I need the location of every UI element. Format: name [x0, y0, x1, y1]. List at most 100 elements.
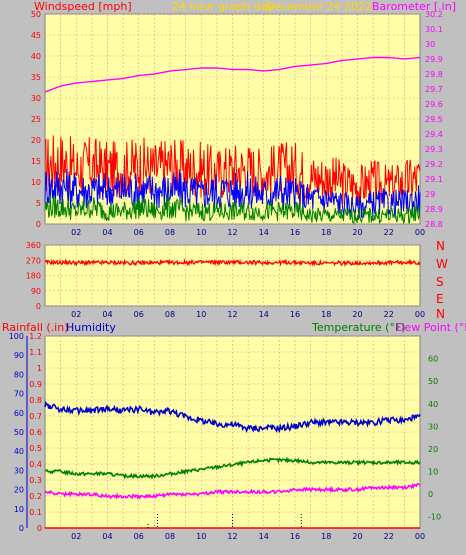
- temperature-tick-label: 20: [428, 445, 438, 454]
- x-tick-label: 16: [290, 228, 300, 237]
- x-tick-label: 10: [196, 532, 206, 541]
- x-tick-label: 00: [415, 532, 425, 541]
- rain-tick-label: 0.1: [29, 508, 42, 517]
- x-tick-label: 06: [134, 532, 144, 541]
- barometer-line: [44, 56, 421, 93]
- x-tick-label: 04: [102, 310, 112, 319]
- rain-tick-label: 1: [37, 364, 42, 373]
- humidity-tick-label: 90: [14, 351, 24, 360]
- compass-w: W: [436, 257, 448, 271]
- direction-tick-label: 90: [31, 287, 41, 296]
- x-tick-label: 22: [384, 532, 394, 541]
- temperature-axis-label: Temperature (°F): [311, 321, 406, 334]
- x-tick-label: 14: [259, 310, 269, 319]
- x-tick-label: 06: [134, 310, 144, 319]
- x-tick-label: 14: [259, 532, 269, 541]
- wind-series-line: [44, 168, 421, 219]
- compass-n-top: N: [436, 239, 445, 253]
- rain-tick-label: 0: [37, 524, 42, 533]
- barometer-axis-label: Barometer [.in]: [372, 0, 456, 13]
- humidity-tick-label: 40: [14, 447, 24, 456]
- x-tick-label: 16: [290, 532, 300, 541]
- baro-tick-label: 29: [425, 190, 435, 199]
- wind-tick-label: 20: [31, 136, 41, 145]
- wind-tick-label: 10: [31, 178, 41, 187]
- temperature-tick-label: -10: [428, 513, 441, 522]
- wind-baro-panel: 02 04 06 08 10 12 14 16 18 20 22 000510152025303540…: [31, 10, 443, 237]
- compass-labels: N W S E N: [436, 239, 448, 321]
- humidity-tick-label: 80: [14, 370, 24, 379]
- x-tick-label: 12: [227, 532, 237, 541]
- humidity-tick-label: 30: [14, 466, 24, 475]
- rain-tick-label: 1.2: [29, 332, 42, 341]
- wind-tick-label: 45: [31, 31, 41, 40]
- temperature-tick-label: 50: [428, 377, 438, 386]
- baro-tick-label: 29.4: [425, 130, 443, 139]
- humidity-line: [44, 400, 421, 434]
- x-tick-label: 22: [384, 228, 394, 237]
- x-tick-label: 02: [71, 310, 81, 319]
- x-tick-label: 22: [384, 310, 394, 319]
- graph-title: 24 hour graph day: [172, 0, 275, 13]
- humidity-tick-label: 20: [14, 486, 24, 495]
- baro-tick-label: 29.1: [425, 175, 443, 184]
- x-tick-label: 08: [165, 228, 175, 237]
- dewpoint-line: [44, 482, 421, 500]
- temperature-tick-label: 10: [428, 468, 438, 477]
- direction-tick-label: 180: [26, 272, 41, 281]
- x-tick-label: 08: [165, 310, 175, 319]
- x-tick-label: 18: [321, 228, 331, 237]
- humidity-axis-label: Humidity: [66, 321, 116, 334]
- baro-tick-label: 29.9: [425, 55, 443, 64]
- x-tick-label: 00: [415, 310, 425, 319]
- humidity-tick-label: 100: [9, 332, 24, 341]
- humidity-tick-label: 0: [19, 524, 24, 533]
- rain-tick-label: 0.5: [29, 444, 42, 453]
- baro-tick-label: 29.2: [425, 160, 443, 169]
- humidity-tick-label: 70: [14, 390, 24, 399]
- rain-tick-label: 0.6: [29, 428, 42, 437]
- x-tick-label: 10: [196, 310, 206, 319]
- wind-tick-label: 15: [31, 157, 41, 166]
- wind-tick-label: 35: [31, 73, 41, 82]
- rain-tick-label: 0.2: [29, 492, 42, 501]
- baro-tick-label: 29.5: [425, 115, 443, 124]
- rain-tick-label: 0.7: [29, 412, 42, 421]
- direction-tick-label: 0: [36, 302, 41, 311]
- baro-tick-label: 29.8: [425, 70, 443, 79]
- x-tick-label: 10: [196, 228, 206, 237]
- x-tick-label: 20: [352, 228, 362, 237]
- rain-tick-label: 0.9: [29, 380, 42, 389]
- compass-s: S: [436, 275, 444, 289]
- x-tick-label: 18: [321, 310, 331, 319]
- temperature-tick-label: 40: [428, 400, 438, 409]
- rain-tick-label: 0.8: [29, 396, 42, 405]
- direction-tick-label: 270: [26, 256, 41, 265]
- x-tick-label: 02: [71, 228, 81, 237]
- baro-tick-label: 30: [425, 40, 435, 49]
- rain-tick-label: 0.4: [29, 460, 42, 469]
- rainfall-axis-label: Rainfall (.in): [2, 321, 69, 334]
- wind-series-line: [44, 194, 421, 225]
- wind-tick-label: 40: [31, 52, 41, 61]
- baro-tick-label: 29.3: [425, 145, 443, 154]
- baro-tick-label: 29.7: [425, 85, 443, 94]
- wind-tick-label: 0: [36, 220, 41, 229]
- x-tick-label: 16: [290, 310, 300, 319]
- temperature-tick-label: 30: [428, 422, 438, 431]
- baro-tick-label: 28.8: [425, 220, 443, 229]
- x-tick-label: 14: [259, 228, 269, 237]
- x-tick-label: 04: [102, 532, 112, 541]
- wind-tick-label: 30: [31, 94, 41, 103]
- wind-tick-label: 5: [36, 199, 41, 208]
- direction-tick-label: 360: [26, 241, 41, 250]
- wind-tick-label: 50: [31, 10, 41, 19]
- x-tick-label: 04: [102, 228, 112, 237]
- wind-tick-label: 25: [31, 115, 41, 124]
- x-tick-label: 20: [352, 310, 362, 319]
- x-tick-label: 02: [71, 532, 81, 541]
- windspeed-axis-label: Windspeed [mph]: [34, 0, 132, 13]
- baro-tick-label: 30.1: [425, 25, 443, 34]
